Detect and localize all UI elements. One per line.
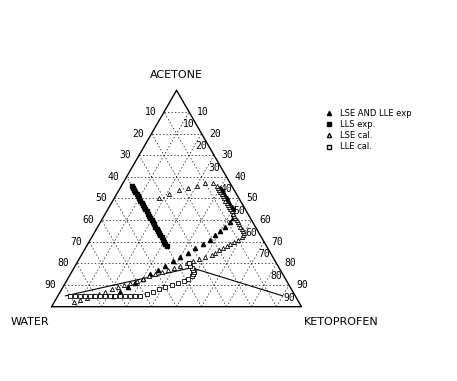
Text: 60: 60 — [259, 215, 271, 225]
Text: 20: 20 — [209, 128, 221, 139]
Text: 50: 50 — [233, 206, 245, 216]
Text: 50: 50 — [246, 194, 258, 203]
Text: 60: 60 — [246, 227, 257, 238]
Text: ACETONE: ACETONE — [150, 70, 203, 80]
Text: 30: 30 — [208, 163, 220, 173]
Text: 10: 10 — [145, 107, 157, 117]
Text: 20: 20 — [133, 128, 144, 139]
Text: 30: 30 — [120, 150, 132, 160]
Text: WATER: WATER — [11, 317, 49, 327]
Text: 40: 40 — [234, 172, 246, 182]
Legend: LSE AND LLE exp, LLS exp., LSE cal., LLE cal.: LSE AND LLE exp, LLS exp., LSE cal., LLE… — [317, 106, 415, 155]
Text: KETOPROFEN: KETOPROFEN — [304, 317, 379, 327]
Text: 20: 20 — [196, 141, 207, 151]
Text: 10: 10 — [183, 119, 195, 130]
Text: 90: 90 — [283, 293, 295, 303]
Text: 40: 40 — [107, 172, 119, 182]
Text: 50: 50 — [95, 194, 106, 203]
Text: 40: 40 — [221, 184, 233, 194]
Text: 80: 80 — [58, 258, 69, 268]
Text: 90: 90 — [45, 280, 57, 290]
Text: 60: 60 — [82, 215, 94, 225]
Text: 70: 70 — [271, 237, 283, 247]
Text: 80: 80 — [284, 258, 296, 268]
Text: 70: 70 — [258, 249, 270, 259]
Text: 10: 10 — [197, 107, 208, 117]
Text: 70: 70 — [70, 237, 82, 247]
Text: 80: 80 — [271, 271, 282, 281]
Text: 30: 30 — [222, 150, 233, 160]
Text: 90: 90 — [297, 280, 308, 290]
